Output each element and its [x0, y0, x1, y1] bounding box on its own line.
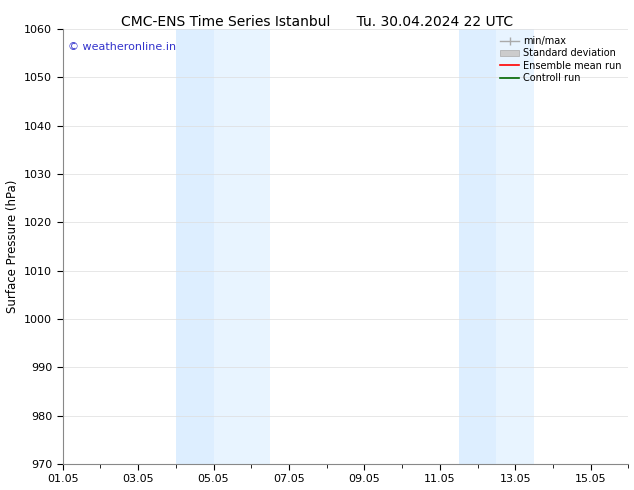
Text: CMC-ENS Time Series Istanbul      Tu. 30.04.2024 22 UTC: CMC-ENS Time Series Istanbul Tu. 30.04.2…	[121, 15, 513, 29]
Bar	[496, 29, 534, 464]
Y-axis label: Surface Pressure (hPa): Surface Pressure (hPa)	[6, 180, 18, 313]
Text: © weatheronline.in: © weatheronline.in	[68, 42, 176, 52]
Bar	[176, 29, 214, 464]
Bar	[214, 29, 270, 464]
Legend: min/max, Standard deviation, Ensemble mean run, Controll run: min/max, Standard deviation, Ensemble me…	[498, 34, 624, 85]
Bar	[459, 29, 496, 464]
